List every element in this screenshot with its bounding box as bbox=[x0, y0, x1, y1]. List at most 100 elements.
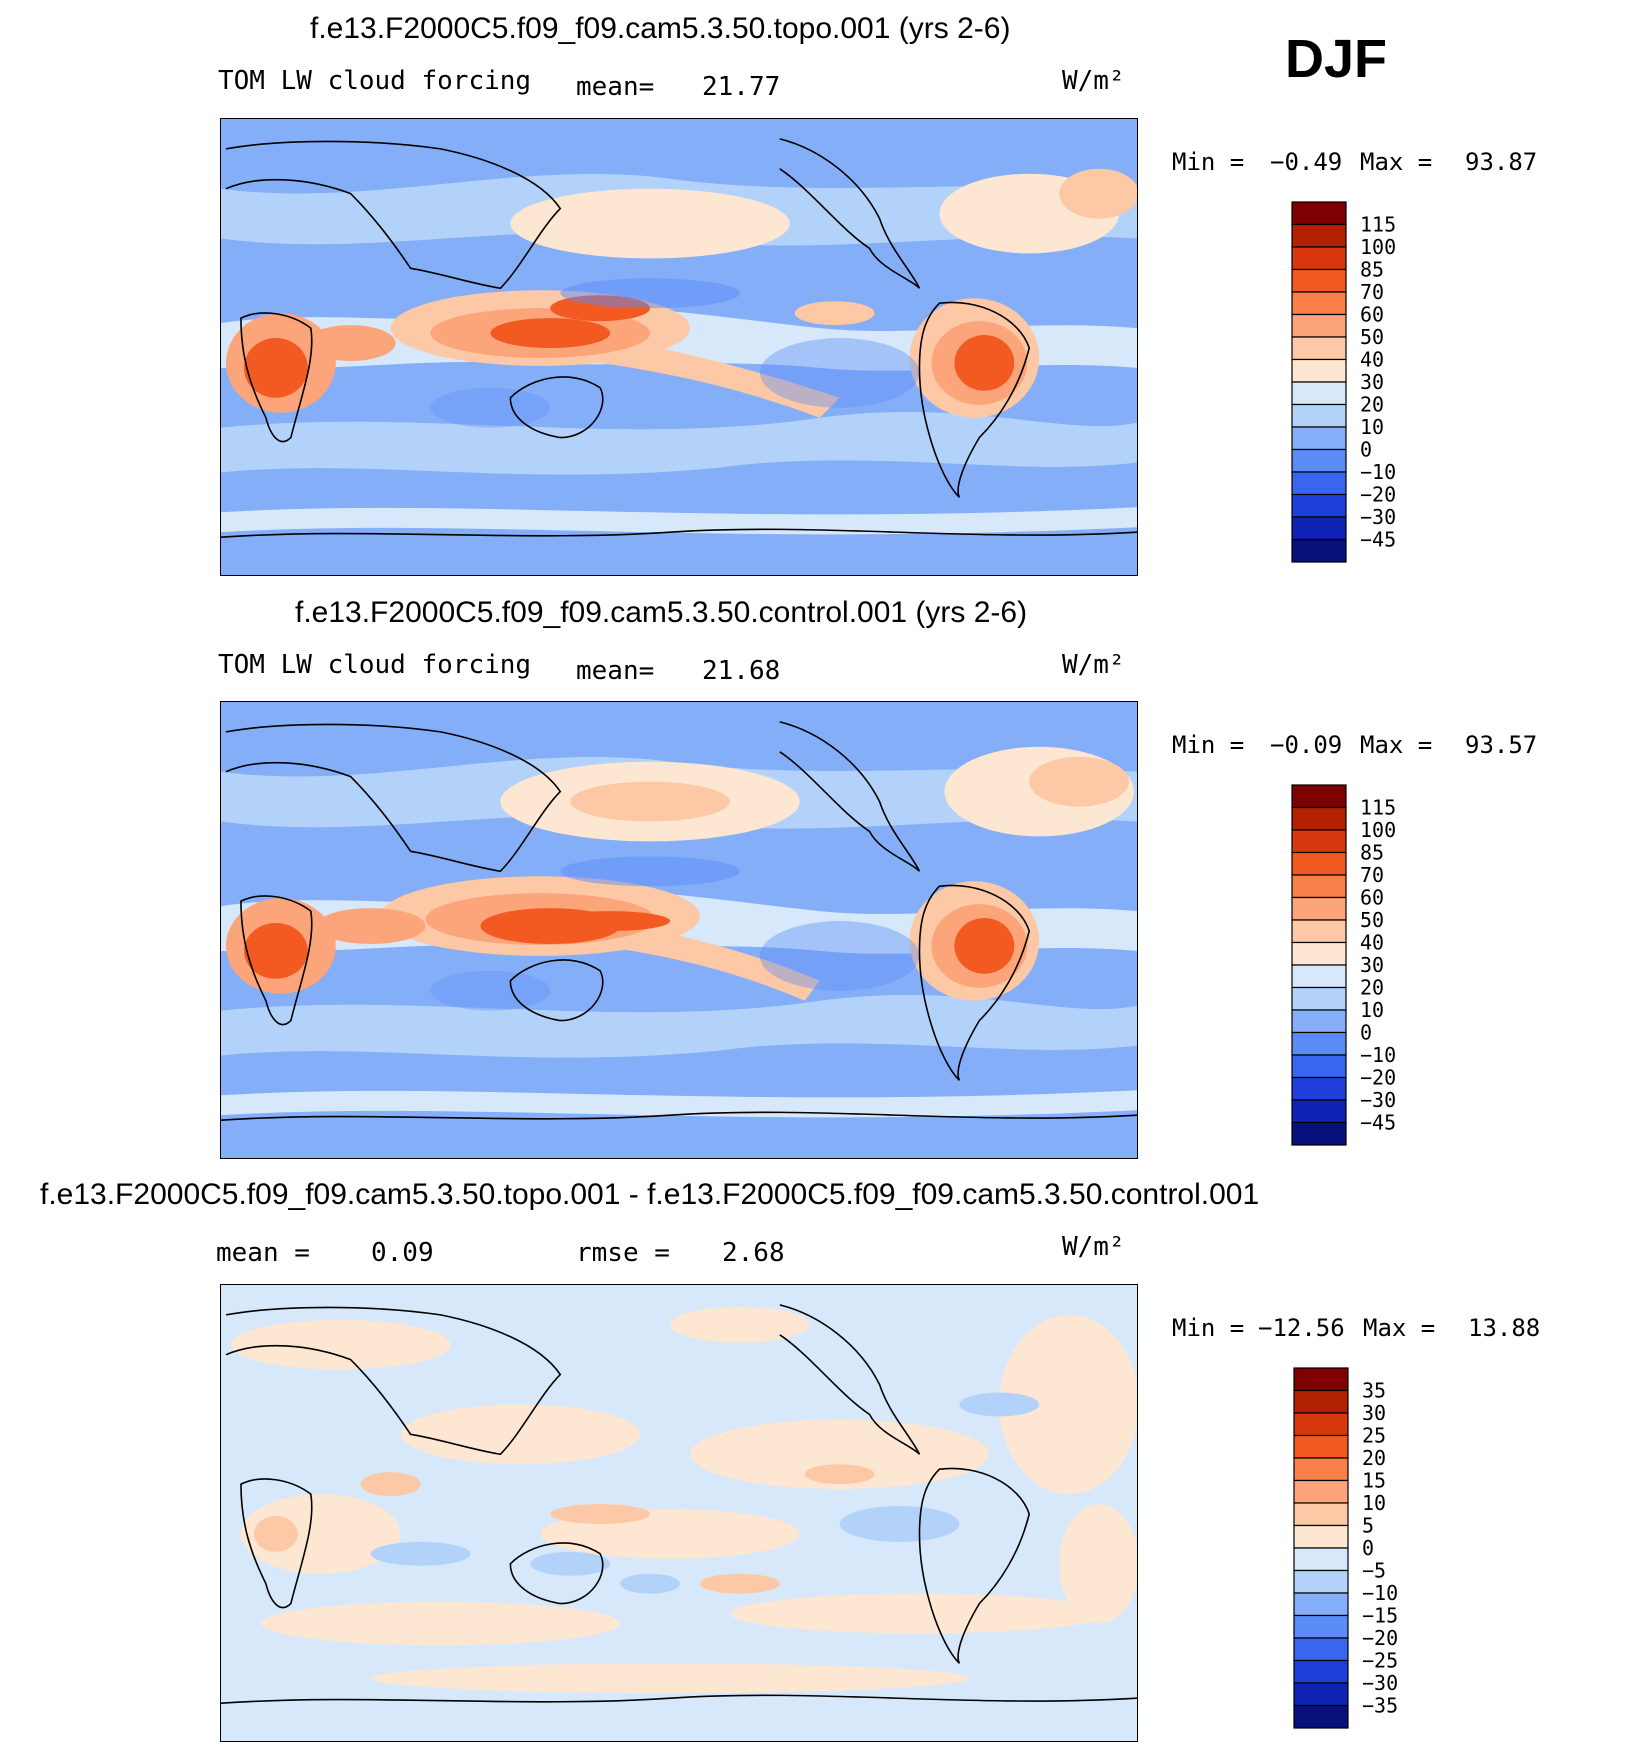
colorbar-swatch bbox=[1291, 246, 1347, 271]
colorbar-swatch bbox=[1291, 806, 1347, 831]
colorbar-swatch bbox=[1291, 313, 1347, 338]
colorbar-level-label: 115 bbox=[1360, 213, 1396, 237]
colorbar-swatch bbox=[1293, 1434, 1349, 1459]
units-label-diff: W/m² bbox=[1062, 1232, 1125, 1262]
colorbar-swatch bbox=[1291, 223, 1347, 248]
colorbar-swatch bbox=[1293, 1592, 1349, 1617]
colorbar-level-label: 50 bbox=[1360, 325, 1384, 349]
colorbar-swatch bbox=[1291, 1121, 1347, 1146]
colorbar-swatch bbox=[1291, 941, 1347, 966]
map-topo bbox=[220, 118, 1138, 576]
colorbar-level-label: 60 bbox=[1360, 303, 1384, 327]
colorbar-swatch bbox=[1293, 1502, 1349, 1527]
colorbar-level-label: 10 bbox=[1360, 998, 1384, 1022]
panel-title-diff: f.e13.F2000C5.f09_f09.cam5.3.50.topo.001… bbox=[40, 1178, 1260, 1211]
units-label-topo: W/m² bbox=[1062, 66, 1125, 96]
colorbar-level-label: 20 bbox=[1360, 976, 1384, 1000]
colorbar-swatch bbox=[1291, 1076, 1347, 1101]
colorbar-level-label: 35 bbox=[1362, 1379, 1386, 1403]
colorbar-level-label: −20 bbox=[1360, 1066, 1396, 1090]
colorbar-swatch bbox=[1293, 1367, 1349, 1392]
variable-label-topo: TOM LW cloud forcing bbox=[218, 66, 532, 96]
map-field-control bbox=[221, 702, 1137, 1158]
mean-value-control: 21.68 bbox=[702, 656, 781, 686]
max-label-control: Max = bbox=[1360, 731, 1433, 759]
colorbar-swatch bbox=[1291, 291, 1347, 316]
colorbar-level-label: 20 bbox=[1362, 1446, 1386, 1470]
units-label-control: W/m² bbox=[1062, 650, 1125, 680]
colorbar-level-label: −20 bbox=[1360, 483, 1396, 507]
colorbar-swatch bbox=[1293, 1704, 1349, 1729]
colorbar-swatch bbox=[1293, 1682, 1349, 1707]
colorbar-level-label: −45 bbox=[1360, 1111, 1396, 1135]
colorbar-swatch bbox=[1293, 1524, 1349, 1549]
colorbar-swatch bbox=[1291, 471, 1347, 496]
map-field-topo bbox=[221, 119, 1137, 575]
colorbar-swatch bbox=[1291, 829, 1347, 854]
colorbar-level-label: 40 bbox=[1360, 931, 1384, 955]
colorbar-swatch bbox=[1291, 201, 1347, 226]
colorbar-swatch bbox=[1291, 1031, 1347, 1056]
colorbar-level-label: 20 bbox=[1360, 393, 1384, 417]
colorbar-level-label: −10 bbox=[1360, 460, 1396, 484]
colorbar-swatch bbox=[1291, 851, 1347, 876]
colorbar-swatch bbox=[1291, 516, 1347, 541]
min-value-control: −0.09 bbox=[1270, 731, 1343, 759]
colorbar-swatch bbox=[1291, 1054, 1347, 1079]
colorbar-level-label: 115 bbox=[1360, 796, 1396, 820]
colorbar-swatch bbox=[1291, 538, 1347, 563]
max-value-control: 93.57 bbox=[1465, 731, 1538, 759]
colorbar-swatch bbox=[1291, 268, 1347, 293]
colorbar-level-label: −45 bbox=[1360, 528, 1396, 552]
mean-label-diff: mean = bbox=[216, 1238, 310, 1268]
map-control bbox=[220, 701, 1138, 1159]
colorbar-swatch bbox=[1291, 986, 1347, 1011]
colorbar-level-label: −35 bbox=[1362, 1694, 1398, 1718]
rmse-value-diff: 2.68 bbox=[722, 1238, 785, 1268]
colorbar-swatch bbox=[1293, 1659, 1349, 1684]
colorbar-swatch bbox=[1291, 1099, 1347, 1124]
colorbar-level-label: −30 bbox=[1362, 1671, 1398, 1695]
colorbar-swatch bbox=[1293, 1479, 1349, 1504]
max-value-topo: 93.87 bbox=[1465, 148, 1538, 176]
map-field-diff bbox=[221, 1285, 1137, 1741]
colorbar-swatch bbox=[1291, 448, 1347, 473]
colorbar-swatch bbox=[1293, 1389, 1349, 1414]
colorbar-level-label: 85 bbox=[1360, 841, 1384, 865]
colorbar-level-label: −15 bbox=[1362, 1604, 1398, 1628]
panel-title-topo: f.e13.F2000C5.f09_f09.cam5.3.50.topo.001… bbox=[310, 12, 1011, 45]
colorbar-swatch bbox=[1291, 426, 1347, 451]
colorbar-level-label: −20 bbox=[1362, 1626, 1398, 1650]
colorbar-swatch bbox=[1293, 1412, 1349, 1437]
colorbar-level-label: −30 bbox=[1360, 1088, 1396, 1112]
colorbar-swatch bbox=[1291, 493, 1347, 518]
colorbar-level-label: 10 bbox=[1360, 415, 1384, 439]
colorbar-level-label: −30 bbox=[1360, 505, 1396, 529]
colorbar-level-label: 100 bbox=[1360, 818, 1396, 842]
colorbar-level-label: 25 bbox=[1362, 1424, 1386, 1448]
colorbar-level-label: 30 bbox=[1360, 953, 1384, 977]
colorbar-level-label: 70 bbox=[1360, 863, 1384, 887]
colorbar-swatch bbox=[1293, 1457, 1349, 1482]
season-label: DJF bbox=[1285, 29, 1388, 89]
colorbar-level-label: 70 bbox=[1360, 280, 1384, 304]
colorbar-level-label: 50 bbox=[1360, 908, 1384, 932]
mean-label-control: mean= bbox=[576, 656, 655, 686]
colorbar-level-label: 30 bbox=[1360, 370, 1384, 394]
colorbar-swatch bbox=[1293, 1637, 1349, 1662]
colorbar-level-label: −5 bbox=[1362, 1559, 1386, 1583]
colorbar-swatch bbox=[1291, 784, 1347, 809]
colorbar-swatch bbox=[1291, 381, 1347, 406]
colorbar-level-label: 10 bbox=[1362, 1491, 1386, 1515]
panel-title-control: f.e13.F2000C5.f09_f09.cam5.3.50.control.… bbox=[295, 596, 1028, 629]
map-diff bbox=[220, 1284, 1138, 1742]
colorbar-level-label: −10 bbox=[1362, 1581, 1398, 1605]
colorbar-swatch bbox=[1291, 1009, 1347, 1034]
colorbar-level-label: 0 bbox=[1362, 1536, 1374, 1560]
colorbar-level-label: 15 bbox=[1362, 1469, 1386, 1493]
colorbar-level-label: 5 bbox=[1362, 1514, 1374, 1538]
max-label-topo: Max = bbox=[1360, 148, 1433, 176]
colorbar-level-label: 85 bbox=[1360, 258, 1384, 282]
